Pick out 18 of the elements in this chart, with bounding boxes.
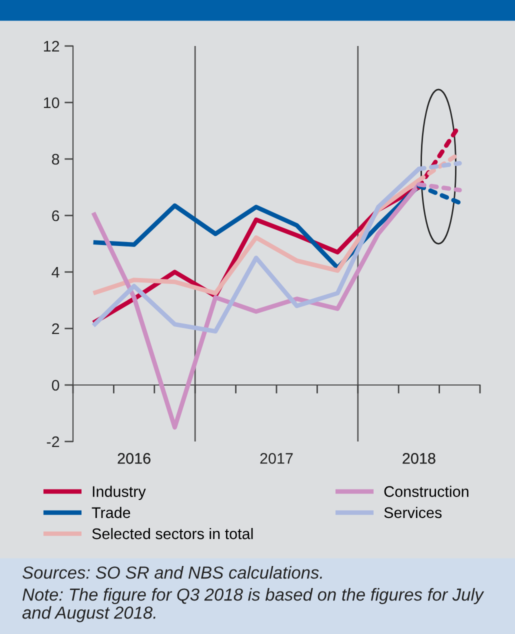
text: Note: The figure for Q3 2018 is based on the figures for July and August 2018. [22,588,484,622]
y-tick-label: 2 [52,323,60,334]
legend-label: Construction [384,486,468,497]
text: 2017 [260,453,293,464]
y-tick-label: 0 [52,380,60,391]
y-tick-label: -2 [46,436,60,448]
y-tick-label: 4 [52,267,60,278]
legend-label: Trade [92,506,130,518]
legend-label: Services [384,506,442,518]
legend-label: Selected sectors in total [92,528,253,540]
text: 2018 [402,453,436,464]
y-tick-label: 8 [52,154,60,165]
source-note: Sources: SO SR and NBS calculations. [22,566,322,579]
y-tick-label: 6 [52,210,60,222]
text: 2016 [118,453,150,464]
y-tick-label: 10 [44,97,60,108]
legend-label: Industry [92,486,146,500]
y-tick-label: 12 [44,40,60,52]
